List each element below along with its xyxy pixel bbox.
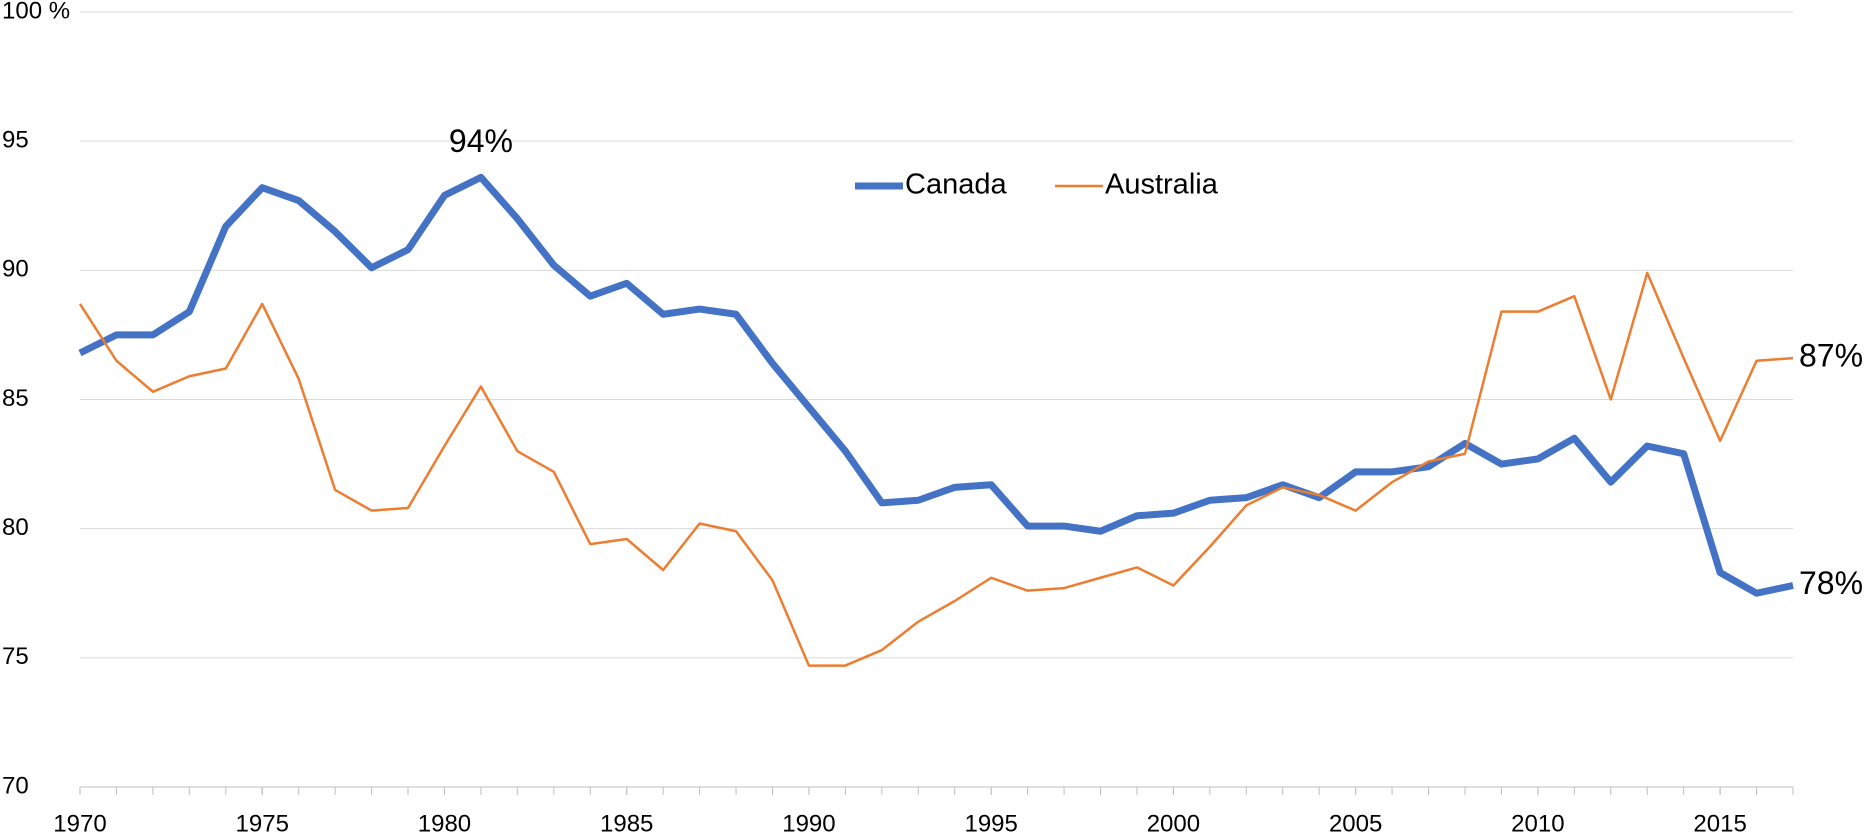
legend-label: Canada [905,169,1007,201]
data-label: 87% [1799,338,1863,374]
x-tick-label: 1970 [53,810,106,837]
legend-label: Australia [1105,169,1219,201]
x-tick-label: 2005 [1329,810,1382,837]
x-tick-label: 1975 [236,810,289,837]
data-label: 94% [449,123,513,159]
x-tick-label: 1980 [418,810,471,837]
series-line [78,173,1794,597]
series-line [78,271,1794,667]
y-tick-label: 95 [2,127,29,154]
y-tick-label: 75 [2,643,29,670]
x-tick-label: 2000 [1147,810,1200,837]
x-tick-label: 1985 [600,810,653,837]
y-tick-label: 85 [2,385,29,412]
data-label: 78% [1799,565,1863,601]
x-tick-label: 1990 [782,810,835,837]
y-tick-label: 80 [2,514,29,541]
y-tick-label: 70 [2,772,29,799]
x-tick-label: 2010 [1511,810,1564,837]
y-tick-label: 100 % [2,0,70,24]
y-tick-label: 90 [2,256,29,283]
x-tick-label: 1995 [964,810,1017,837]
x-tick-label: 2015 [1693,810,1746,837]
